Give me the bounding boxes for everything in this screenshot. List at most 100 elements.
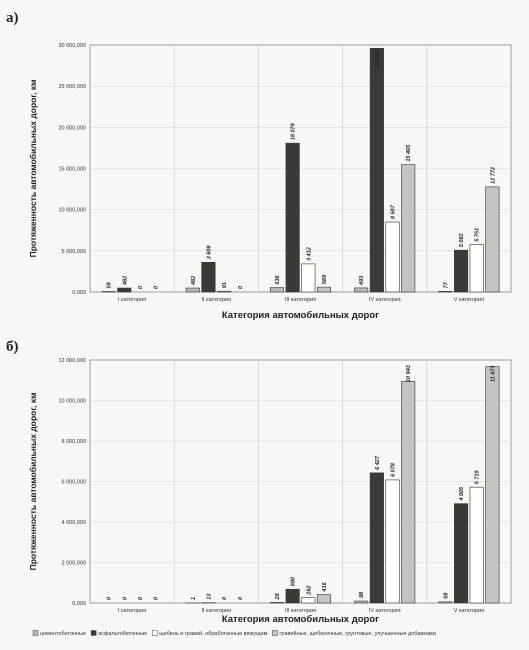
y-tick-label: 30 000,000 [58,43,86,49]
bar-value-label: 10 943 [406,365,412,382]
bar [185,287,200,293]
bar [485,366,500,604]
category-label: III категория [285,608,316,614]
bar-value-label: 13 [206,594,212,600]
bar [269,287,285,293]
bar-value-label: 3 412 [306,247,312,261]
y-tick-label: 0,000 [72,290,86,296]
bar [217,290,232,293]
legend-swatch [90,630,97,636]
bar [401,164,416,293]
x-axis-title: Категория автомобильных дорог [222,310,379,321]
bar [201,261,216,293]
bar [369,472,384,604]
bar-value-label: 589 [322,274,328,284]
bar-value-label: 0 [238,597,244,600]
bar-value-label: 5 082 [459,233,465,247]
bar [401,381,416,604]
category-label: III категория [285,297,316,303]
legend-label: щебень и гравий, обработанные вяжущим [159,630,267,637]
bar-value-label: 0 [222,597,228,600]
bar-value-label: 0 [107,597,113,600]
bar [285,588,300,604]
bar-value-label: 91 [222,282,228,288]
bar [385,479,400,604]
bar [354,287,369,293]
bar [301,597,316,604]
bar-value-label: 59 [107,281,113,288]
bar [285,142,300,293]
category-label: I категория [118,297,146,303]
y-tick-label: 8 000,000 [62,439,86,445]
bar-value-label: 0 [138,286,144,289]
bar [438,601,453,604]
bar-value-label: 680 [291,577,297,586]
legend-label: цементобетонные [40,631,86,637]
bar-value-label: 493 [359,276,365,286]
category-label: IV категория [369,297,401,303]
bar-value-label: 6 427 [375,455,381,470]
legend-swatch [151,630,158,636]
category-label: II категория [201,608,231,614]
bar [469,244,484,293]
bar-value-label: 482 [191,276,197,286]
legend-swatch [32,630,39,636]
bar-value-label: 6 078 [391,462,397,477]
bar [269,602,285,604]
bar-value-label: 28 [275,592,281,600]
y-tick-label: 0,000 [72,601,86,607]
y-tick-label: 20 000,000 [58,125,86,131]
bar [469,486,484,604]
bar-value-label: 0 [138,597,144,600]
bar [369,47,384,293]
bar-value-label: 18 079 [291,122,297,140]
bar-value-label: 77 [443,281,449,288]
x-axis-title: Категория автомобильных дорог [222,614,379,625]
y-tick-label: 2 000,000 [62,561,86,567]
y-tick-label: 6 000,000 [62,480,86,486]
legend-swatch [272,630,278,636]
panel-label: б) [6,339,19,355]
bar [316,286,332,293]
bar-value-label: 15 465 [406,144,412,162]
bar-value-label: 262 [306,586,312,596]
category-label: V категория [454,297,484,303]
y-axis-title: Протяженность автомобильных дорог, км [28,80,38,258]
panel-label: а) [6,10,19,26]
bar-value-label: 0 [154,597,160,600]
y-tick-label: 4 000,000 [62,520,86,526]
bar-value-label: 98 [359,591,365,598]
category-label: IV категория [369,608,401,614]
bar-value-label: 12 772 [490,167,496,184]
bar-value-label: 1 [191,597,197,600]
legend-label: асфальтобетонные [98,631,147,637]
bar [485,186,500,293]
bar-value-label: 3 609 [206,245,212,260]
bar [301,263,316,293]
bar-value-label: 0 [122,597,128,600]
y-tick-label: 15 000,000 [58,167,86,173]
bar-value-label: 4 905 [459,486,465,502]
y-tick-label: 5 000,000 [62,249,86,255]
y-tick-label: 10 000,000 [58,399,86,405]
category-label: II категория [201,297,231,303]
bar [354,600,369,604]
bar [438,291,453,293]
bar-value-label: 8 507 [391,204,397,219]
bar-value-label: 5 719 [475,469,481,484]
y-tick-label: 12 000,000 [58,358,86,364]
bar-value-label: 11 673 [490,366,496,382]
bar [316,594,332,604]
bar [117,287,132,293]
bar-value-label: 536 [275,274,281,284]
bar [454,503,469,604]
y-tick-label: 10 000,000 [58,208,86,214]
bar [454,249,469,293]
bar-value-label: 482 [122,276,128,286]
bar-value-label: 0 [154,286,160,289]
bar-value-label: 5 751 [475,228,481,242]
y-axis-title: Протяженность автомобильных дорог, км [28,393,38,571]
bar [385,221,400,293]
y-tick-label: 25 000,000 [58,84,86,90]
